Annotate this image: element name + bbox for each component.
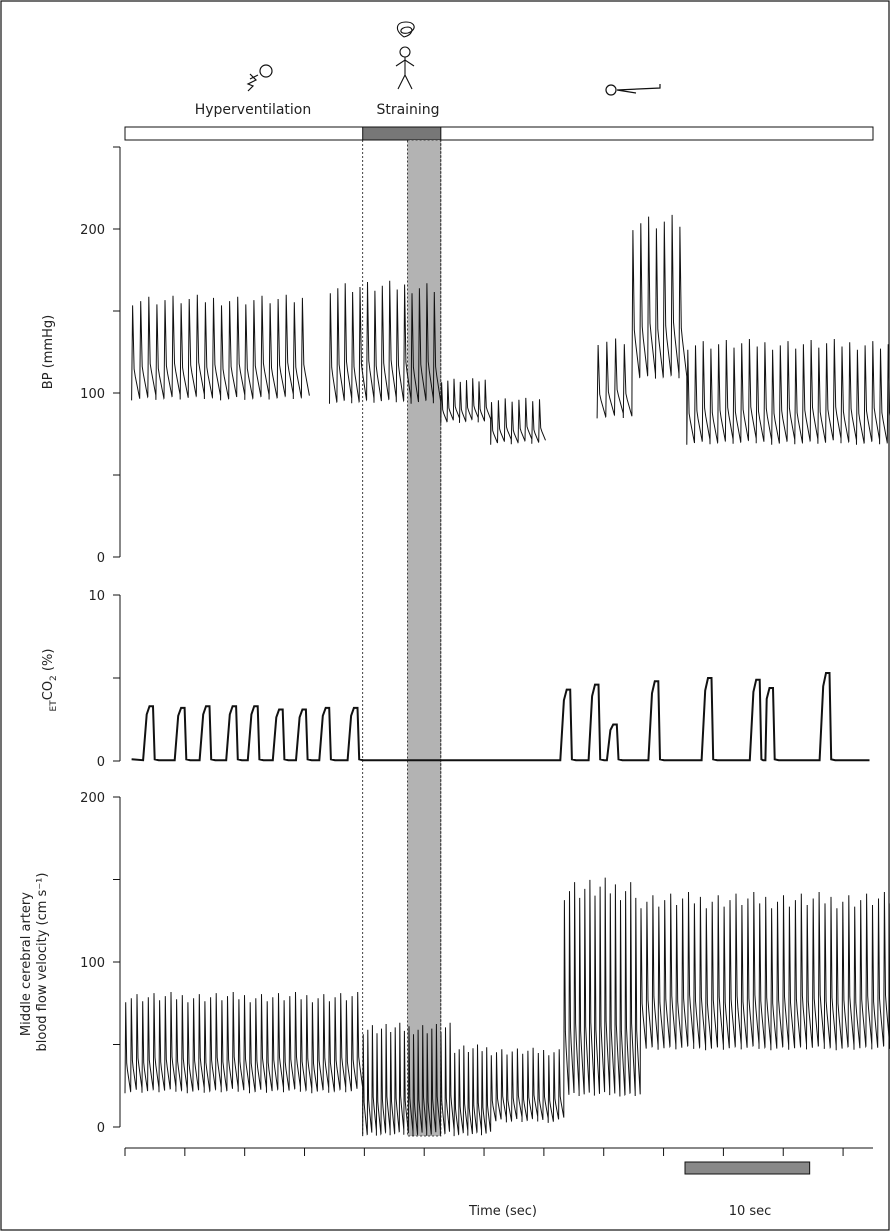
phase-label-straining: Straining [376, 102, 439, 118]
mca-trace [124, 877, 890, 1137]
co2-y-tick-label: 10 [88, 589, 105, 604]
bp-y-tick-label: 0 [97, 551, 105, 566]
bp-trace-segment [329, 280, 546, 445]
phase-bar [124, 126, 874, 141]
bp-y-tick-label: 200 [80, 223, 105, 238]
mca-y-tick-label: 200 [80, 791, 105, 806]
co2-axis-title: ETCO2 (%) [41, 649, 59, 712]
hyperventilation-icon [246, 64, 273, 92]
bp-panel: 0 100 200 BP (mmHg) [41, 146, 890, 566]
co2-panel: 0 10 ETCO2 (%) [41, 589, 870, 770]
bp-axis-title: BP (mmHg) [41, 315, 56, 389]
bp-trace [131, 294, 310, 401]
scale-bar-label: 10 sec [729, 1204, 772, 1219]
co2-trace [131, 672, 870, 762]
mca-axis-title-line2: blood flow velocity (cm s⁻¹) [35, 873, 50, 1052]
phase-label-hyperventilation: Hyperventilation [195, 102, 312, 118]
scale-bar [684, 1161, 811, 1175]
supine-figure-icon [605, 84, 661, 96]
mca-y-tick-label: 0 [97, 1121, 105, 1136]
co2-y-tick-label: 0 [97, 755, 105, 770]
straining-figure-icon [395, 21, 415, 90]
co2-axis-title-sub2: 2 [49, 675, 59, 681]
bp-y-tick-label: 100 [80, 387, 105, 402]
mca-panel: 0 100 200 Middle cerebral artery blood flo… [19, 791, 890, 1137]
phase-bar-straining [362, 126, 442, 141]
x-axis-title: Time (sec) [468, 1204, 537, 1219]
mca-axis-title: Middle cerebral artery blood flow veloci… [19, 873, 50, 1052]
co2-axis-title-suffix: (%) [41, 649, 56, 676]
co2-axis-title-sub: ET [49, 700, 59, 712]
mca-axis-title-line1: Middle cerebral artery [19, 892, 34, 1036]
shaded-interval [407, 139, 442, 1137]
bp-trace-segment [596, 214, 890, 445]
mca-y-tick-label: 100 [80, 956, 105, 971]
co2-axis-title-main: CO [41, 681, 56, 700]
